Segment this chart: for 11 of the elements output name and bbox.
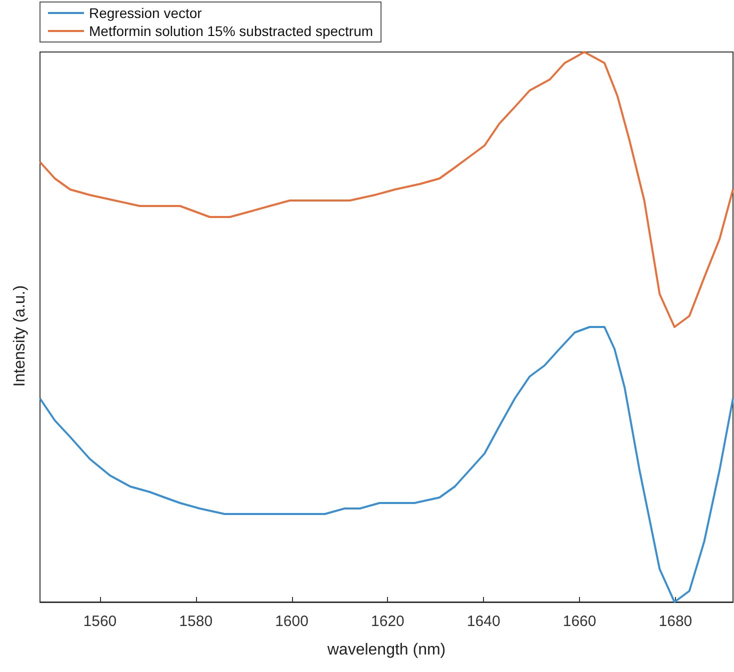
x-axis-title: wavelength (nm)	[326, 642, 446, 658]
x-tick-label: 1560	[83, 613, 117, 630]
x-tick-label: 1620	[371, 613, 404, 630]
x-tick-label: 1660	[562, 613, 596, 630]
legend-label: Regression vector	[89, 5, 202, 21]
legend-label: Metformin solution 15% substracted spectrum	[89, 23, 374, 39]
x-tick-label: 1600	[275, 613, 308, 630]
x-tick-label: 1580	[179, 613, 213, 630]
y-axis-title: Intensity (a.u.)	[12, 285, 28, 387]
x-tick-label: 1680	[658, 613, 692, 630]
x-tick-label: 1640	[466, 613, 500, 630]
